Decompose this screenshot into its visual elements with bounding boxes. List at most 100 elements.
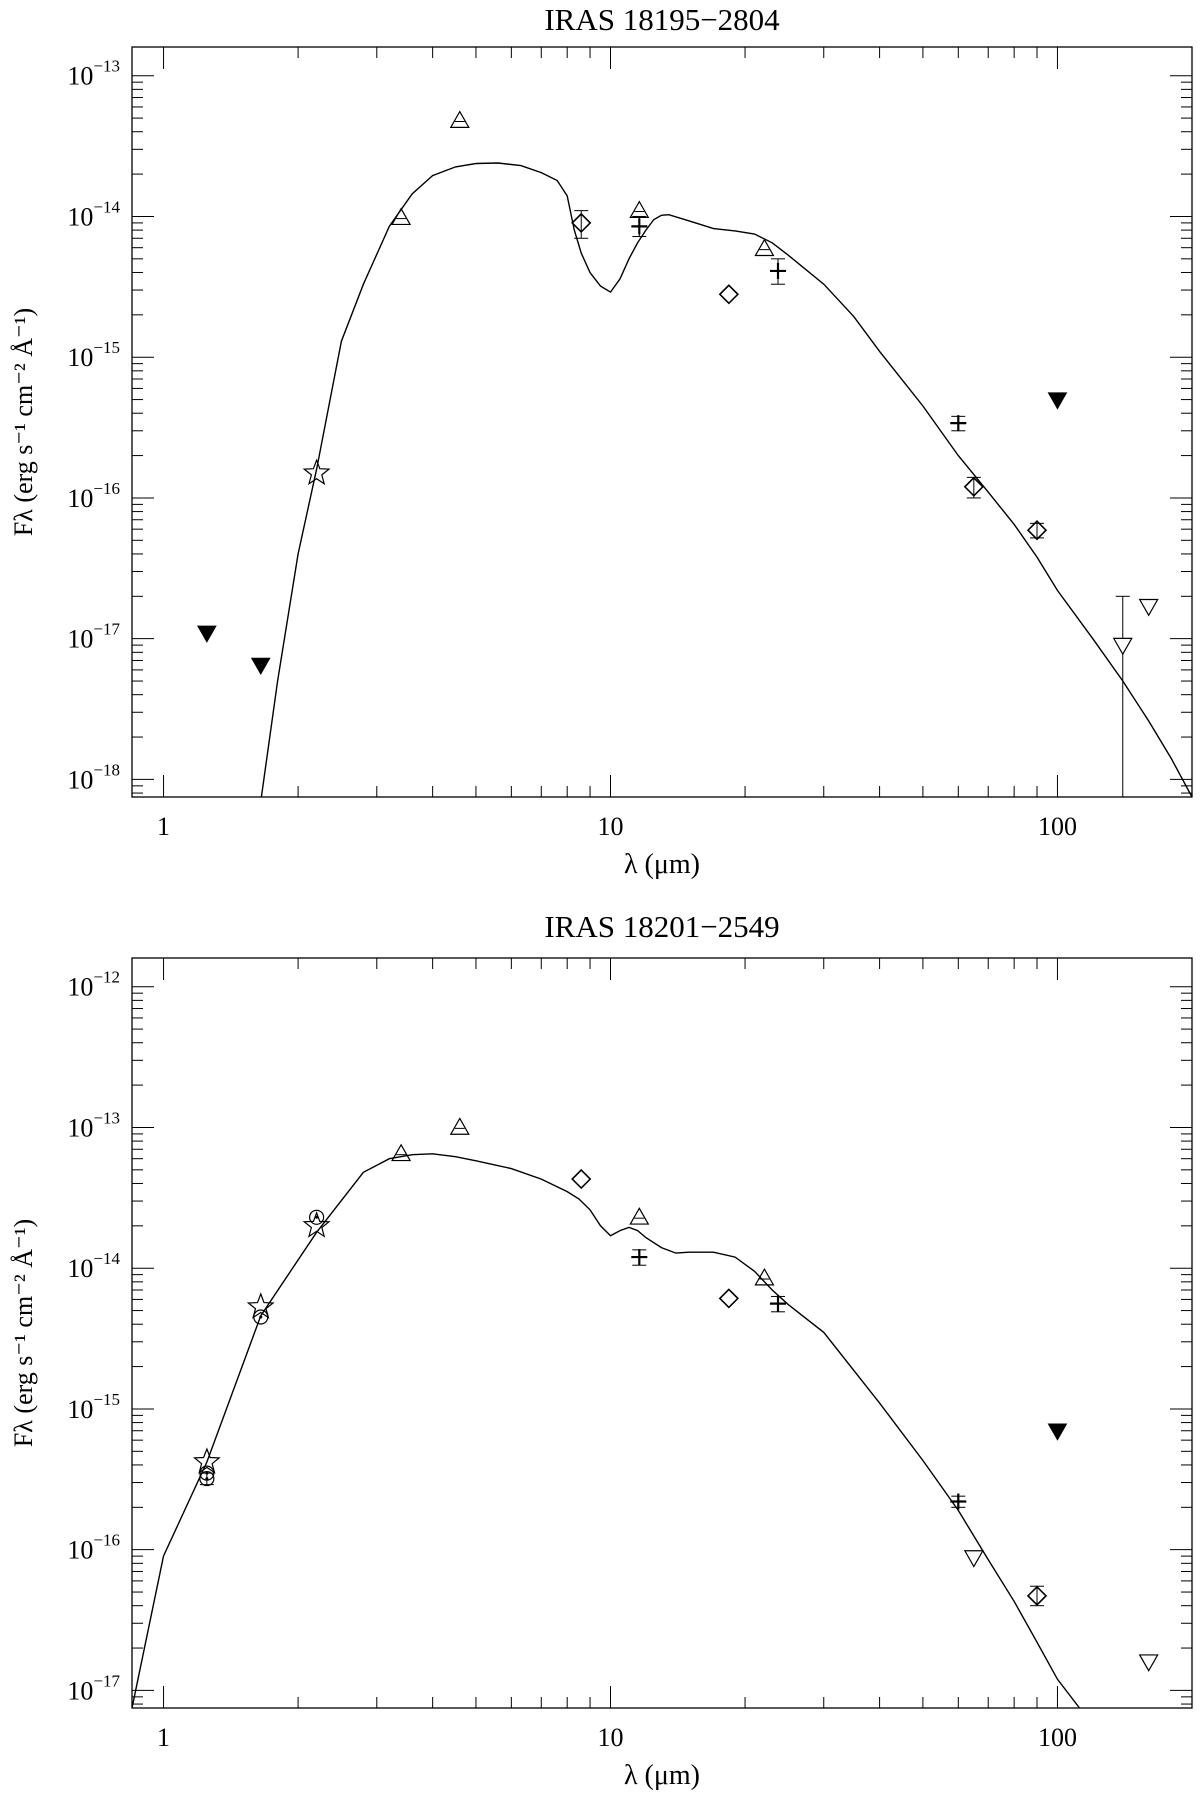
panel0-point-triangle-down — [1138, 598, 1159, 617]
panel1-star-marker — [246, 1292, 275, 1319]
panel1-star-marker — [192, 1447, 221, 1474]
panel0-point-plus — [950, 415, 967, 432]
panel0-point-plus — [769, 258, 786, 285]
panel0-y-axis-label: Fλ (erg s⁻¹ cm⁻² Å⁻¹) — [9, 308, 38, 536]
panel0-triangle-down-marker — [1112, 637, 1133, 656]
panel0-triangle-up-marker — [391, 207, 412, 226]
panel1-circle-dot — [259, 1315, 263, 1319]
panel0-point-star — [302, 458, 331, 486]
panel1-point-plus — [769, 1295, 786, 1313]
panel1-point-diamond — [571, 1168, 592, 1190]
panel1-x-tick-label: 10 — [598, 1723, 624, 1752]
panel1-point-circle — [253, 1309, 269, 1325]
panel0-x-tick-label: 100 — [1038, 812, 1077, 841]
panel0-triangle-up-marker — [754, 238, 775, 257]
panel0-triangle-down-marker — [1138, 598, 1159, 617]
panel1-filled-triangle-marker — [1047, 1423, 1068, 1441]
panel0-point-triangle-up — [449, 110, 470, 128]
panel1-point-plus — [950, 1493, 967, 1510]
panel1-data-points — [192, 1117, 1159, 1672]
panel0-diamond-marker — [571, 212, 592, 234]
panel0-point-diamond — [1026, 520, 1048, 541]
panel1-triangle-up-marker — [754, 1267, 775, 1286]
panel1-circle-dot — [205, 1477, 209, 1481]
panel1-point-filled-triangle-down — [1047, 1423, 1068, 1441]
panel1-y-tick-label: 10−14 — [67, 1249, 120, 1283]
panel1-model-curve — [132, 1153, 1081, 1708]
panel1-point-triangle-down — [963, 1550, 984, 1568]
panel0-filled-triangle-marker — [250, 657, 271, 676]
panel1-point-triangle-down — [1138, 1654, 1159, 1672]
panel1-triangle-down-marker — [963, 1550, 984, 1568]
panel1-chart-title: IRAS 18201−2549 — [544, 909, 779, 944]
panel1-plot-frame — [131, 957, 1193, 1709]
panel0-star-marker — [302, 458, 331, 486]
panel0-diamond-marker — [718, 284, 739, 305]
panel0-point-diamond — [718, 284, 739, 305]
panel0-x-tick-label: 1 — [157, 812, 170, 841]
panel1-y-tick-label: 10−13 — [67, 1108, 120, 1142]
panel0-y-tick-label: 10−15 — [67, 338, 120, 372]
panel1-circle-marker — [308, 1209, 325, 1225]
panel1-x-ticks — [163, 958, 1193, 1708]
panel1-x-axis-label: λ (μm) — [624, 1760, 700, 1791]
panel0-filled-triangle-marker — [1047, 392, 1068, 410]
panel0-point-triangle-down — [1112, 595, 1133, 797]
panel1-point-diamond — [718, 1288, 739, 1309]
panel1-circle-marker — [199, 1470, 215, 1487]
panel0-chart-title: IRAS 18195−2804 — [544, 2, 780, 37]
panel1-y-tick-label: 10−12 — [67, 968, 120, 1002]
panel0-point-plus — [631, 215, 648, 238]
panel1-point-plus — [631, 1249, 648, 1266]
panel0-point-triangle-up — [754, 238, 775, 257]
panel0-point-filled-triangle-down — [196, 625, 217, 643]
panel0-data-points — [196, 110, 1159, 797]
panel1-triangle-down-marker — [1138, 1654, 1159, 1672]
panel1-y-axis-label: Fλ (erg s⁻¹ cm⁻² Å⁻¹) — [9, 1219, 38, 1447]
panel1-y-ticks — [132, 986, 1192, 1705]
panel0-y-tick-label: 10−14 — [67, 197, 120, 231]
panel1-circle-marker — [253, 1309, 269, 1325]
panel1-y-tick-label: 10−16 — [67, 1531, 120, 1565]
panel0-point-triangle-up — [391, 207, 412, 226]
panel0-y-ticks — [132, 75, 1192, 794]
panel1-diamond-marker — [1026, 1585, 1048, 1606]
panel1-point-diamond — [1026, 1585, 1048, 1607]
panel0-point-diamond — [571, 210, 592, 239]
panel1-point-circle — [199, 1470, 215, 1487]
panel0-point-filled-triangle-down — [1047, 392, 1068, 410]
panel0-diamond-marker — [963, 476, 984, 497]
panel1-triangle-up-marker — [391, 1143, 412, 1162]
panel0-y-tick-label: 10−17 — [67, 620, 120, 654]
panel1-x-tick-label: 1 — [157, 1723, 170, 1752]
panel1-point-triangle-up — [449, 1117, 470, 1135]
panel0-y-tick-label: 10−16 — [67, 479, 120, 513]
panel1-point-star — [302, 1211, 331, 1238]
panel0-point-diamond — [963, 476, 984, 499]
panel1-x-tick-label: 100 — [1038, 1723, 1077, 1752]
panel0-filled-triangle-marker — [196, 625, 217, 643]
panel-iras-18195-2804: 1 10 100 10−18 10−17 10−16 10−15 10−14 10−13 IRAS… — [9, 2, 1193, 880]
panel1-y-tick-label: 10−17 — [67, 1671, 120, 1705]
panel1-point-triangle-up — [754, 1267, 775, 1286]
panel1-star-marker — [302, 1211, 331, 1238]
panel0-point-filled-triangle-down — [250, 657, 271, 676]
panel1-diamond-marker — [571, 1168, 592, 1190]
panel1-y-tick-label: 10−15 — [67, 1390, 120, 1424]
panel0-y-tick-label: 10−18 — [67, 760, 120, 794]
panel1-diamond-marker — [718, 1288, 739, 1309]
panel1-point-triangle-up — [391, 1143, 412, 1162]
panel0-y-tick-label: 10−13 — [67, 57, 120, 91]
panel0-x-tick-label: 10 — [598, 812, 624, 841]
panel0-diamond-marker — [1026, 520, 1048, 541]
panel1-point-star — [192, 1447, 221, 1474]
panel-iras-18201-2549: 1 10 100 10−17 10−16 10−15 10−14 10−13 10−12 IRAS… — [9, 909, 1193, 1791]
panel0-triangle-up-marker — [449, 110, 470, 128]
panel0-plot-frame — [131, 46, 1193, 798]
panel0-x-axis-label: λ (μm) — [624, 849, 700, 880]
panel1-point-star — [246, 1292, 275, 1319]
panel0-x-ticks — [163, 47, 1193, 797]
panel1-triangle-up-marker — [449, 1117, 470, 1135]
panel1-point-triangle-up — [629, 1207, 650, 1225]
